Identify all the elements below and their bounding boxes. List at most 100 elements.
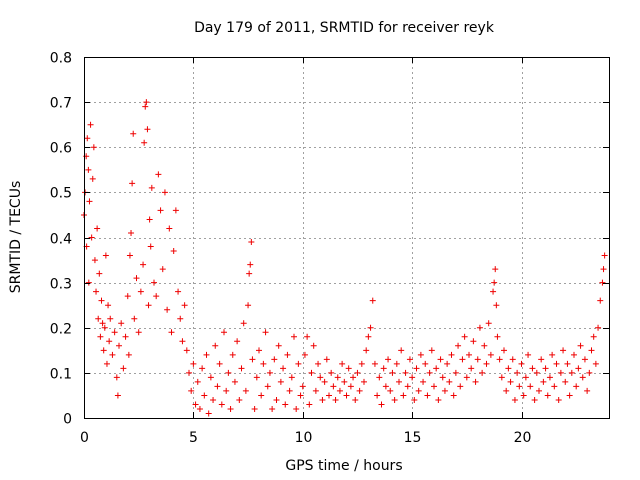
data-point bbox=[334, 374, 341, 381]
data-point bbox=[463, 374, 470, 381]
data-point bbox=[378, 401, 385, 408]
data-point bbox=[450, 392, 457, 399]
data-point bbox=[207, 374, 214, 381]
data-point bbox=[99, 320, 106, 327]
data-point bbox=[308, 369, 315, 376]
data-point bbox=[161, 189, 168, 196]
data-point bbox=[256, 347, 262, 354]
data-point bbox=[415, 387, 422, 394]
data-point bbox=[400, 392, 407, 399]
data-point bbox=[229, 351, 236, 358]
data-point bbox=[312, 387, 319, 394]
data-point bbox=[190, 360, 197, 367]
data-point bbox=[113, 374, 120, 381]
data-point bbox=[586, 369, 593, 376]
data-point bbox=[105, 302, 112, 309]
data-point bbox=[455, 342, 462, 349]
data-point bbox=[293, 405, 300, 412]
data-point bbox=[234, 338, 241, 345]
data-point bbox=[245, 302, 252, 309]
data-point bbox=[476, 324, 483, 331]
data-point bbox=[128, 229, 135, 236]
data-point bbox=[404, 383, 411, 390]
data-point bbox=[413, 365, 420, 372]
data-point bbox=[336, 387, 343, 394]
data-point bbox=[387, 387, 394, 394]
data-point bbox=[481, 342, 488, 349]
data-point bbox=[159, 266, 166, 273]
y-tick-label: 0.4 bbox=[50, 232, 72, 248]
data-point bbox=[439, 374, 446, 381]
data-point bbox=[129, 180, 136, 187]
data-point bbox=[398, 347, 405, 354]
data-point bbox=[315, 360, 322, 367]
data-point bbox=[328, 369, 335, 376]
data-point bbox=[326, 392, 332, 399]
data-point bbox=[291, 333, 297, 340]
data-point bbox=[264, 383, 271, 390]
data-point bbox=[391, 396, 398, 403]
data-point bbox=[246, 270, 253, 277]
data-point bbox=[538, 356, 545, 363]
data-point bbox=[181, 302, 188, 309]
data-point bbox=[248, 239, 255, 246]
data-point bbox=[472, 378, 479, 385]
data-point bbox=[109, 351, 116, 358]
data-point bbox=[97, 333, 104, 340]
data-point bbox=[301, 351, 308, 358]
data-point bbox=[225, 369, 232, 376]
data-point bbox=[487, 351, 494, 358]
data-point bbox=[277, 378, 284, 385]
data-point bbox=[95, 315, 102, 322]
data-point bbox=[553, 360, 560, 367]
data-point bbox=[592, 360, 599, 367]
data-point bbox=[143, 99, 150, 106]
y-tick-label: 0.8 bbox=[50, 51, 72, 67]
data-point bbox=[216, 360, 223, 367]
data-point bbox=[503, 387, 510, 394]
data-point bbox=[560, 347, 567, 354]
data-point bbox=[273, 396, 280, 403]
data-point bbox=[317, 374, 324, 381]
data-point bbox=[251, 405, 258, 412]
data-point bbox=[271, 356, 278, 363]
data-point bbox=[87, 121, 94, 128]
data-point bbox=[98, 297, 105, 304]
data-point bbox=[170, 248, 177, 255]
data-point bbox=[393, 360, 400, 367]
data-point bbox=[284, 351, 291, 358]
data-point bbox=[120, 365, 127, 372]
data-point bbox=[242, 387, 249, 394]
data-point bbox=[420, 378, 427, 385]
data-point bbox=[295, 360, 302, 367]
data-point bbox=[492, 266, 499, 273]
data-point bbox=[258, 392, 265, 399]
data-point bbox=[491, 279, 498, 286]
data-point bbox=[210, 396, 217, 403]
data-point bbox=[595, 324, 602, 331]
data-point bbox=[509, 356, 516, 363]
data-point bbox=[474, 356, 481, 363]
data-point bbox=[205, 410, 212, 417]
data-point bbox=[531, 396, 538, 403]
y-tick-label: 0.2 bbox=[50, 322, 72, 338]
data-point bbox=[157, 207, 164, 214]
data-point bbox=[146, 216, 153, 223]
data-point bbox=[101, 324, 108, 331]
data-point bbox=[323, 356, 330, 363]
data-point bbox=[122, 333, 129, 340]
data-point bbox=[247, 261, 254, 268]
data-point bbox=[417, 351, 424, 358]
data-point bbox=[249, 356, 256, 363]
data-point bbox=[549, 351, 556, 358]
data-point bbox=[253, 374, 260, 381]
data-point bbox=[288, 374, 295, 381]
data-point bbox=[164, 306, 171, 313]
data-point bbox=[223, 387, 230, 394]
data-point bbox=[601, 252, 608, 259]
data-point bbox=[542, 365, 549, 372]
data-point bbox=[529, 365, 536, 372]
data-point bbox=[581, 356, 588, 363]
data-point bbox=[363, 347, 370, 354]
data-point bbox=[118, 320, 125, 327]
